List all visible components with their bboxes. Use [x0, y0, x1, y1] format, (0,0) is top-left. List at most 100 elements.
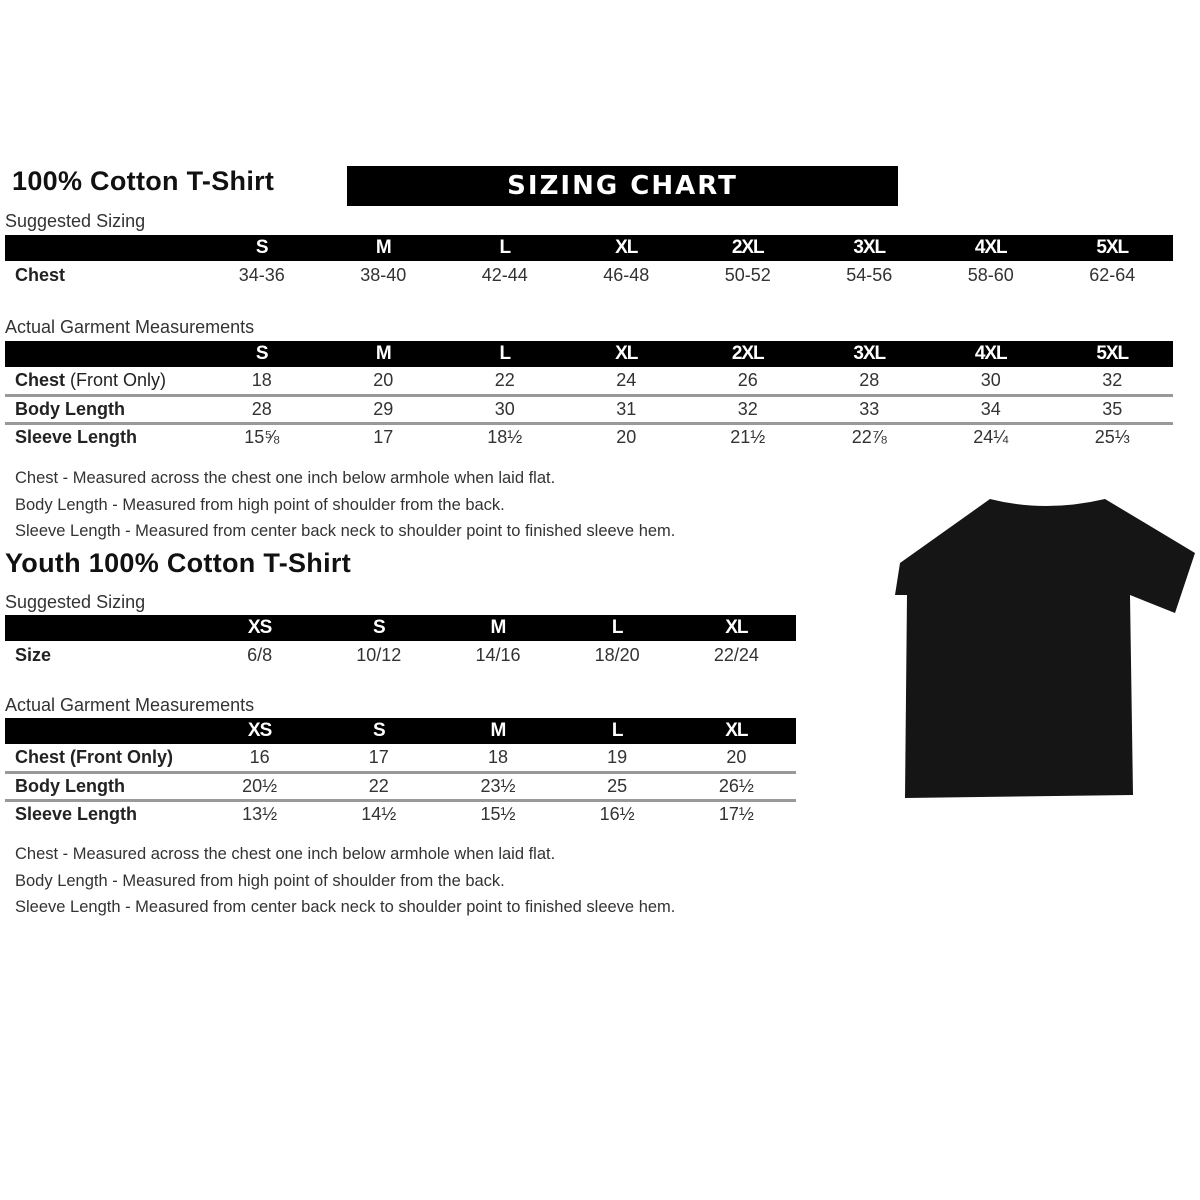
table-cell: 35 [1051, 395, 1173, 425]
table-cell: 17½ [718, 804, 754, 825]
adult-suggested-label: Suggested Sizing [5, 211, 146, 231]
note-sleeve-length: Sleeve Length - Measured from center bac… [15, 522, 676, 540]
size-header: XL [565, 341, 687, 367]
size-header: M [438, 615, 558, 641]
table-row: Sleeve Length 13½ 14½ 15½ 16½ 17½ [5, 800, 796, 828]
table-cell: 14½ [361, 804, 397, 825]
table-cell: 22 [319, 772, 439, 802]
table-cell: 18½ [487, 427, 523, 448]
youth-actual-table: XS S M L XL Chest (Front Only) 16 17 18 19 20 Body … [5, 718, 796, 828]
table-cell: 25 [557, 772, 677, 802]
table-cell: 42-44 [481, 264, 528, 285]
table-cell: 18/20 [594, 644, 640, 665]
table-cell: 24 [565, 367, 687, 397]
table-cell: 14/16 [475, 644, 521, 665]
size-header: S [201, 341, 323, 367]
tshirt-image [895, 499, 1195, 798]
table-cell: 50-52 [724, 264, 771, 285]
size-header: 3XL [808, 341, 930, 367]
size-header-row: XS S M L XL [5, 615, 796, 641]
youth-suggested-label: Suggested Sizing [5, 592, 146, 612]
size-header: 2XL [687, 235, 809, 261]
table-cell: 38-40 [360, 264, 407, 285]
sizing-chart-banner: SIZING CHART [347, 166, 898, 206]
table-cell: 23½ [438, 772, 558, 802]
size-header: XS [200, 615, 320, 641]
table-cell: 34 [930, 395, 1052, 425]
table-cell: 16 [200, 744, 320, 774]
table-cell: 32 [1051, 367, 1173, 397]
note-sleeve-length: Sleeve Length - Measured from center bac… [15, 898, 676, 916]
table-cell: 46-48 [603, 264, 650, 285]
table-cell: 15½ [480, 804, 516, 825]
adult-title: 100% Cotton T-Shirt [12, 166, 275, 196]
size-header: S [319, 718, 439, 744]
youth-notes: Chest - Measured across the chest one in… [15, 841, 675, 921]
table-cell: 26 [687, 367, 809, 397]
note-body-length: Body Length - Measured from high point o… [15, 495, 505, 514]
adult-suggested-table: S M L XL 2XL 3XL 4XL 5XL Chest 34-36 38-40 42-44 46-… [5, 235, 1173, 289]
note-chest: Chest - Measured across the chest one in… [15, 845, 556, 863]
table-cell: 33 [808, 395, 930, 425]
row-label: Size [15, 644, 52, 665]
size-header: L [557, 718, 677, 744]
size-header: 4XL [930, 235, 1052, 261]
size-header: XL [565, 235, 687, 261]
table-cell: 22⅞ [851, 427, 887, 448]
table-cell: 28 [808, 367, 930, 397]
table-row: Body Length 28 29 30 31 32 33 34 35 [5, 395, 1173, 425]
adult-notes: Chest - Measured across the chest one in… [15, 465, 675, 545]
size-header: 4XL [930, 341, 1052, 367]
table-row: Sleeve Length 15⅝ 17 18½ 20 21½ 22⅞ 24¼ 25⅓ [5, 423, 1173, 451]
row-label: Sleeve Length [15, 804, 138, 825]
table-row: Chest 34-36 38-40 42-44 46-48 50-52 54-56 58-60… [5, 261, 1173, 289]
table-cell: 16½ [599, 804, 635, 825]
table-cell: 58-60 [967, 264, 1014, 285]
size-header: M [438, 718, 558, 744]
size-header-row: S M L XL 2XL 3XL 4XL 5XL [5, 235, 1173, 261]
youth-title: Youth 100% Cotton T-Shirt [5, 548, 351, 578]
table-cell: 24¼ [973, 427, 1009, 448]
table-cell: 31 [565, 395, 687, 425]
size-header: XL [676, 718, 796, 744]
row-label: Body Length [5, 395, 201, 425]
size-header: M [322, 235, 444, 261]
size-header: L [444, 341, 566, 367]
table-cell: 20 [322, 367, 444, 397]
size-header-row: XS S M L XL [5, 718, 796, 744]
table-cell: 20½ [200, 772, 320, 802]
row-label: Chest [15, 264, 66, 285]
size-header: S [201, 235, 323, 261]
table-cell: 22/24 [713, 644, 759, 665]
table-cell: 34-36 [238, 264, 285, 285]
table-cell: 62-64 [1089, 264, 1136, 285]
table-cell: 18 [201, 367, 323, 397]
table-cell: 22 [444, 367, 566, 397]
size-header: 5XL [1051, 235, 1173, 261]
table-row: Body Length 20½ 22 23½ 25 26½ [5, 772, 796, 802]
table-cell: 15⅝ [244, 427, 280, 448]
table-row: Chest (Front Only) 18 20 22 24 26 28 30 32 [5, 367, 1173, 397]
table-cell: 21½ [730, 427, 766, 448]
size-header: XL [676, 615, 796, 641]
note-body-length: Body Length - Measured from high point o… [15, 871, 505, 890]
table-cell: 28 [201, 395, 323, 425]
size-header-row: S M L XL 2XL 3XL 4XL 5XL [5, 341, 1173, 367]
size-header: 5XL [1051, 341, 1173, 367]
size-header: L [557, 615, 677, 641]
size-header: 3XL [808, 235, 930, 261]
size-header: XS [200, 718, 320, 744]
table-cell: 13½ [242, 804, 278, 825]
table-cell: 17 [373, 427, 394, 448]
youth-actual-label: Actual Garment Measurements [5, 695, 255, 715]
row-label: Chest (Front Only) [5, 744, 200, 774]
row-label: Body Length [5, 772, 200, 802]
adult-actual-table: S M L XL 2XL 3XL 4XL 5XL Chest (Front Only) 18 20 2… [5, 341, 1173, 451]
tshirt-icon [895, 499, 1195, 798]
table-cell: 17 [319, 744, 439, 774]
row-label: Chest (Front Only) [5, 367, 201, 397]
table-cell: 10/12 [356, 644, 402, 665]
table-cell: 54-56 [846, 264, 893, 285]
table-cell: 30 [930, 367, 1052, 397]
size-header: S [319, 615, 439, 641]
